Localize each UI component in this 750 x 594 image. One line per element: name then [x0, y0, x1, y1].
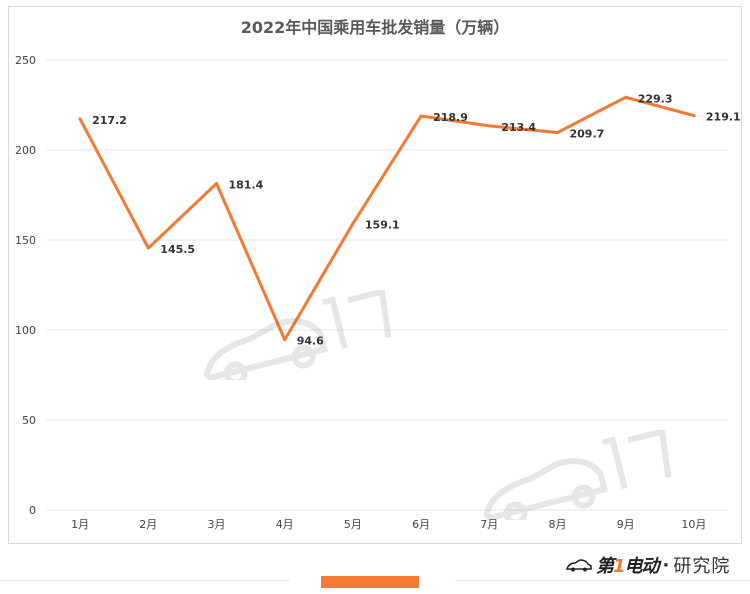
data-point	[351, 222, 355, 226]
data-point	[78, 117, 82, 121]
data-label: 229.3	[638, 92, 673, 105]
x-tick-label: 4月	[276, 518, 294, 531]
x-tick-label: 5月	[344, 518, 362, 531]
car-icon	[566, 559, 592, 572]
y-tick-label: 50	[22, 414, 36, 427]
x-tick-label: 8月	[549, 518, 567, 531]
data-label: 159.1	[365, 219, 400, 232]
brand-name-one: 1	[613, 556, 625, 577]
data-point	[215, 181, 218, 185]
data-point	[419, 114, 423, 118]
data-point	[556, 131, 559, 135]
y-tick-label: 150	[15, 234, 36, 247]
x-tick-label: 7月	[480, 518, 498, 531]
brand-name-prefix: 第	[596, 556, 614, 577]
data-label: 181.4	[229, 178, 264, 191]
y-tick-label: 0	[29, 504, 36, 517]
data-label: 209.7	[570, 128, 605, 141]
footer-divider-left	[0, 580, 290, 581]
data-label: 94.6	[297, 335, 324, 348]
data-point	[692, 114, 696, 118]
brand-suffix: 研究院	[673, 556, 731, 577]
brand-name: 第1电动	[596, 552, 660, 578]
data-label: 145.5	[160, 243, 195, 256]
data-point	[283, 338, 287, 342]
data-label: 219.1	[706, 111, 741, 124]
footer-accent-bar	[321, 576, 419, 588]
x-tick-label: 2月	[139, 518, 157, 531]
brand-separator: ·	[662, 554, 670, 576]
x-tick-label: 9月	[617, 518, 635, 531]
data-label: 213.4	[501, 121, 536, 134]
data-label: 218.9	[433, 111, 468, 124]
chart-frame	[8, 6, 742, 544]
x-tick-label: 1月	[71, 518, 89, 531]
data-point	[487, 124, 491, 128]
y-tick-label: 250	[15, 54, 36, 67]
y-tick-label: 100	[15, 324, 36, 337]
footer-divider-right	[455, 580, 750, 581]
y-tick-label: 200	[15, 144, 36, 157]
x-tick-label: 6月	[412, 518, 430, 531]
brand-logo: 第1电动 · 研究院	[566, 552, 746, 578]
x-tick-label: 3月	[208, 518, 226, 531]
brand-name-suffix: 电动	[624, 556, 660, 577]
series-line	[78, 95, 696, 342]
x-tick-label: 10月	[681, 518, 706, 531]
data-point	[146, 246, 150, 250]
chart-title: 2022年中国乘用车批发销量（万辆）	[240, 18, 510, 37]
data-point	[624, 95, 628, 99]
data-label: 217.2	[92, 114, 127, 127]
